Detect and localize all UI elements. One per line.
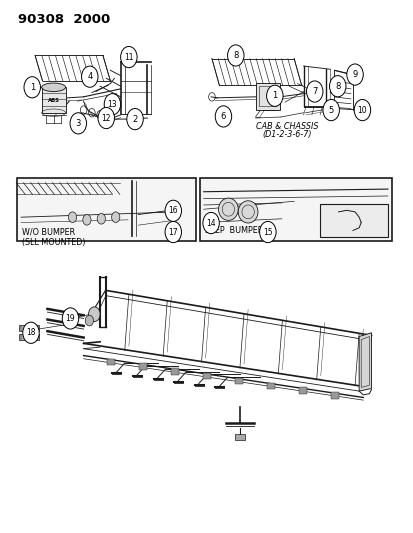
Text: W/O BUMPER
(SLL MOUNTED): W/O BUMPER (SLL MOUNTED): [22, 227, 85, 247]
Circle shape: [104, 94, 120, 115]
Circle shape: [215, 106, 231, 127]
Text: (D1-2-3-6-7): (D1-2-3-6-7): [262, 130, 311, 139]
Circle shape: [266, 85, 282, 107]
Circle shape: [98, 108, 114, 128]
Ellipse shape: [237, 201, 257, 223]
Circle shape: [126, 109, 143, 130]
Circle shape: [112, 212, 119, 222]
Circle shape: [227, 45, 243, 66]
Text: CAB & CHASSIS: CAB & CHASSIS: [255, 122, 318, 131]
Circle shape: [329, 76, 345, 97]
Text: 6: 6: [220, 112, 225, 121]
Circle shape: [165, 221, 181, 243]
Circle shape: [24, 77, 40, 98]
Bar: [199, 179, 391, 241]
Bar: [203, 373, 210, 379]
Text: 1: 1: [30, 83, 35, 92]
Circle shape: [23, 322, 39, 343]
Text: 5: 5: [328, 106, 333, 115]
Text: 16: 16: [168, 206, 178, 215]
Bar: [319, 204, 387, 237]
Bar: [42, 87, 65, 113]
Bar: [17, 179, 195, 241]
Text: 4: 4: [87, 72, 92, 81]
Circle shape: [306, 81, 322, 102]
Polygon shape: [358, 333, 370, 391]
Text: 11: 11: [124, 53, 133, 62]
Bar: [19, 334, 39, 340]
Circle shape: [83, 215, 91, 225]
Text: 12: 12: [101, 114, 111, 123]
Circle shape: [202, 213, 219, 233]
Bar: [19, 325, 39, 330]
Text: 15: 15: [262, 228, 272, 237]
Bar: [235, 378, 242, 384]
Text: 14: 14: [206, 219, 216, 228]
Text: 9: 9: [351, 70, 357, 79]
Circle shape: [85, 316, 93, 326]
Text: 1: 1: [272, 91, 277, 100]
Text: 18: 18: [26, 328, 36, 337]
Ellipse shape: [218, 198, 237, 220]
Text: 17: 17: [168, 228, 178, 237]
Text: 10: 10: [357, 106, 366, 115]
Circle shape: [322, 100, 339, 120]
Bar: [107, 359, 115, 365]
Circle shape: [165, 200, 181, 221]
Text: 90308  2000: 90308 2000: [18, 13, 110, 26]
Text: 8: 8: [334, 82, 339, 91]
Circle shape: [81, 66, 98, 87]
Bar: [299, 387, 306, 394]
Circle shape: [62, 308, 78, 329]
Circle shape: [70, 113, 86, 134]
Ellipse shape: [42, 83, 65, 92]
Text: 19: 19: [66, 314, 75, 323]
Text: 13: 13: [107, 100, 117, 109]
Text: 2: 2: [132, 115, 138, 124]
Circle shape: [346, 64, 362, 85]
Circle shape: [88, 307, 100, 321]
Bar: [267, 383, 274, 389]
Text: 7: 7: [311, 87, 317, 96]
Circle shape: [354, 100, 370, 120]
Circle shape: [120, 46, 137, 68]
Bar: [258, 86, 275, 107]
Circle shape: [259, 221, 275, 243]
Bar: [330, 392, 338, 399]
Bar: [255, 83, 280, 110]
Text: ABS: ABS: [47, 98, 59, 102]
Bar: [171, 368, 178, 375]
Text: 3: 3: [76, 119, 81, 128]
Circle shape: [97, 214, 105, 224]
Text: STEP  BUMPER: STEP BUMPER: [204, 225, 262, 235]
Bar: [235, 433, 244, 440]
Circle shape: [68, 212, 76, 222]
Bar: [139, 364, 147, 370]
Text: 8: 8: [233, 51, 238, 60]
